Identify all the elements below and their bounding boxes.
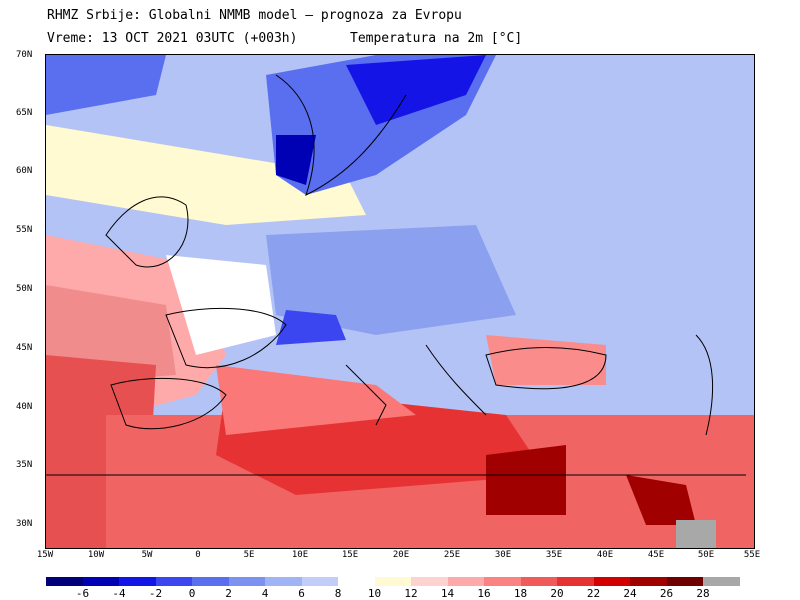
legend-tick-label: -4 [112, 587, 126, 600]
legend-color-box [338, 577, 375, 586]
lon-label: 35E [545, 550, 563, 560]
lat-label: 30N [16, 519, 33, 529]
legend-tick-label: 8 [334, 587, 342, 600]
lat-label: 55N [16, 225, 33, 235]
legend-tick-label: 18 [513, 587, 528, 600]
legend-tick-label: 12 [404, 587, 418, 600]
legend-color-box [301, 577, 338, 586]
lon-label: 25E [443, 550, 461, 560]
legend-color-box [228, 577, 265, 586]
lat-label: 35N [16, 460, 33, 470]
legend-tick-label: 20 [550, 587, 564, 600]
chart-title: RHMZ Srbije: Globalni NMMB model — progn… [47, 8, 462, 23]
chart-variable: Temperatura na 2m [°C] [350, 31, 523, 46]
lat-label: 40N [16, 402, 33, 412]
legend-tick-label: 2 [225, 587, 232, 600]
legend-tick-label: 16 [477, 587, 491, 600]
lon-label: 10E [291, 550, 309, 560]
lat-label: 65N [16, 108, 33, 118]
legend-tick-label: 22 [586, 587, 601, 600]
lon-label: 5W [141, 550, 153, 560]
lon-label: 15W [36, 550, 54, 560]
lon-label: 5E [243, 550, 255, 560]
legend-tick-label: -6 [75, 587, 90, 600]
lon-label: 40E [596, 550, 614, 560]
lat-label: 45N [16, 343, 33, 353]
legend-color-box [557, 577, 594, 586]
legend-tick-label: 4 [261, 587, 269, 600]
lon-label: 55E [743, 550, 761, 560]
legend-color-box [265, 577, 302, 586]
legend-tick-label: 14 [440, 587, 455, 600]
legend-color-box [46, 577, 83, 586]
lon-label: 20E [392, 550, 410, 560]
legend-color-box [593, 577, 630, 586]
lon-label: 10W [87, 550, 105, 560]
legend-color-box [666, 577, 703, 586]
legend-color-box [520, 577, 557, 586]
temperature-map [45, 54, 755, 549]
legend-color-box [447, 577, 484, 586]
legend-color-box [411, 577, 448, 586]
legend-tick-label: 6 [298, 587, 305, 600]
legend-tick-label: -2 [148, 587, 163, 600]
lat-label: 60N [16, 166, 33, 176]
lon-label: 30E [494, 550, 512, 560]
legend-color-box [374, 577, 411, 586]
lat-label: 50N [16, 284, 33, 294]
legend-color-box [484, 577, 521, 586]
lat-label: 70N [16, 50, 33, 60]
chart-time: Vreme: 13 OCT 2021 03UTC (+003h) [47, 31, 298, 46]
lon-label: 0 [195, 550, 201, 560]
legend-tick-label: 26 [659, 587, 674, 600]
legend-tick-label: 24 [623, 587, 637, 600]
legend-tick-label: 28 [696, 587, 710, 600]
lon-label: 50E [697, 550, 715, 560]
legend-color-box [119, 577, 156, 586]
legend-color-box [192, 577, 229, 586]
map-field [46, 55, 754, 548]
lon-label: 15E [341, 550, 359, 560]
legend-color-box [630, 577, 667, 586]
legend-color-box [155, 577, 192, 586]
lon-label: 45E [647, 550, 665, 560]
legend-color-box [82, 577, 119, 586]
legend-color-box [703, 577, 740, 586]
legend-tick-label: 10 [367, 587, 382, 600]
legend-tick-label: 0 [188, 587, 196, 600]
